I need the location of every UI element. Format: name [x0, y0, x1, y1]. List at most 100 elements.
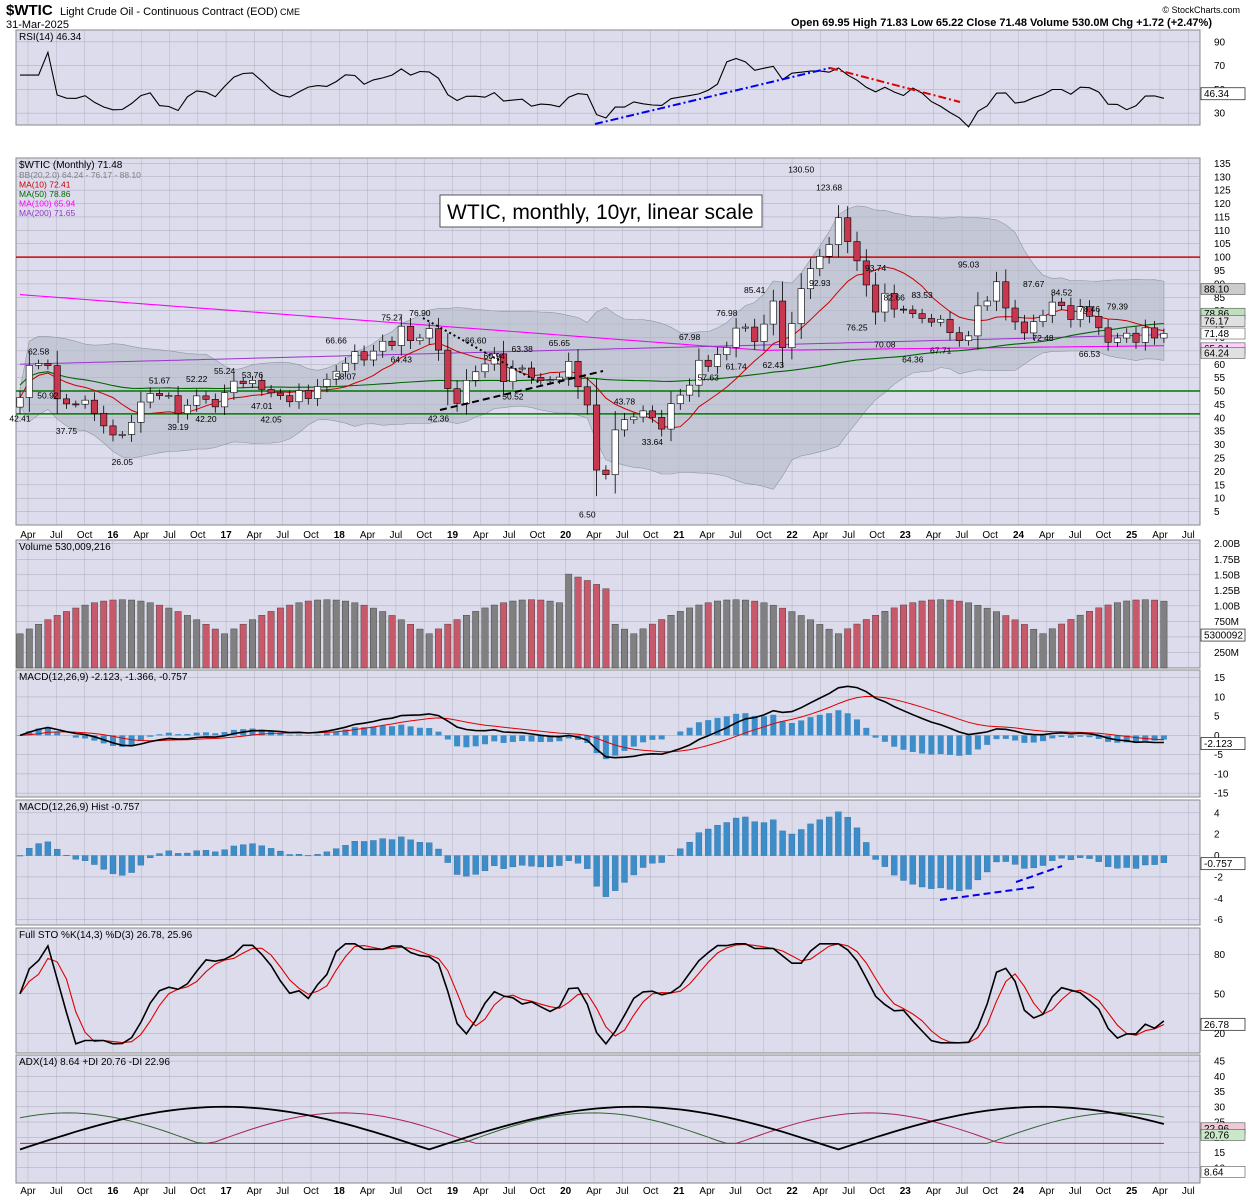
- candle-body: [453, 388, 461, 404]
- price-tag: [1200, 327, 1246, 340]
- x-tick-label: 24: [1013, 530, 1025, 541]
- candle-body: [128, 422, 136, 435]
- low-label: 6.50: [579, 510, 596, 520]
- volume-bar: [72, 607, 80, 669]
- volume-bar: [1067, 619, 1075, 669]
- hist-bar: [1021, 855, 1028, 869]
- hist-bar: [509, 855, 517, 868]
- candle-body: [797, 288, 805, 324]
- candle-body: [1030, 321, 1038, 334]
- high-label: 78.46: [1079, 304, 1101, 314]
- macd-histogram-bar: [137, 735, 144, 741]
- candle-body: [1151, 327, 1159, 339]
- macd-histogram-bar: [733, 713, 740, 736]
- x-tick-label: Apr: [360, 530, 376, 541]
- volume-bar: [528, 599, 535, 669]
- x-tick-label: Oct: [1096, 530, 1112, 541]
- hist-bar: [398, 836, 405, 856]
- x-tick-label: Jul: [956, 1186, 969, 1197]
- hist-bar: [593, 855, 600, 887]
- volume-bar: [556, 602, 563, 669]
- x-tick-label: Jul: [50, 1186, 63, 1197]
- macd-histogram-bar: [742, 713, 749, 736]
- macd-histogram-bar: [695, 722, 702, 736]
- macd-line: [19, 685, 1164, 759]
- x-tick-label: Apr: [1039, 1186, 1055, 1197]
- y-tick-label: 95: [1214, 266, 1226, 277]
- sto-d-line: [19, 943, 1165, 1044]
- x-tick-label: 20: [560, 530, 572, 541]
- macd-histogram-bar: [1030, 735, 1037, 743]
- hist-bar: [909, 855, 916, 885]
- macd-histogram-bar: [584, 735, 591, 744]
- candle-body: [472, 371, 480, 381]
- high-label: 76.90: [409, 308, 431, 318]
- candle-body: [1086, 306, 1094, 317]
- candle-body: [16, 397, 24, 408]
- hist-bar: [779, 830, 786, 856]
- hist-bar: [100, 855, 107, 870]
- macd-histogram-bar: [1151, 735, 1158, 741]
- x-tick-label: Jul: [729, 530, 742, 541]
- hist-bar: [1123, 855, 1130, 868]
- macd-histogram-bar: [854, 719, 860, 736]
- volume-bar: [1076, 614, 1084, 669]
- volume-bar: [974, 604, 982, 669]
- macd-histogram-bar: [407, 726, 414, 736]
- candle-body: [62, 398, 70, 405]
- y-tick-label: 135: [1214, 159, 1231, 170]
- candle-body: [853, 241, 861, 262]
- x-tick-label: Jul: [729, 1186, 742, 1197]
- macd-histogram-bar: [500, 735, 507, 743]
- volume-bar: [667, 615, 675, 669]
- volume-bar: [1048, 628, 1056, 669]
- panel-legend-adx: ADX(14) 8.64 +DI 20.76 -DI 22.96: [19, 1057, 170, 1068]
- high-label: 130.50: [788, 164, 814, 174]
- macd-histogram-bar: [491, 735, 498, 742]
- y-tick-label: 60: [1214, 360, 1226, 371]
- x-tick-label: Oct: [303, 530, 319, 541]
- x-tick-label: Apr: [133, 530, 149, 541]
- volume-bar: [611, 624, 619, 669]
- volume-bar: [593, 584, 601, 669]
- macd-histogram-bar: [128, 735, 135, 746]
- legend-line: BB(20,2.0) 64.24 - 76.17 - 88.10: [19, 170, 141, 180]
- macd-histogram-bar: [761, 716, 767, 736]
- volume-bar: [249, 619, 256, 669]
- macd-histogram-bar: [630, 735, 637, 747]
- x-tick-label: Oct: [416, 530, 432, 541]
- y-tick-label: 130: [1214, 172, 1231, 183]
- candle-body: [35, 363, 43, 366]
- x-tick-label: 19: [447, 530, 459, 541]
- x-tick-label: Apr: [586, 1186, 602, 1197]
- x-tick-label: Jul: [842, 1186, 855, 1197]
- x-tick-label: Jul: [1069, 530, 1082, 541]
- candle-body: [165, 395, 173, 397]
- price-tag: [1200, 1129, 1246, 1141]
- volume-bar: [277, 607, 284, 669]
- volume-bar: [695, 604, 703, 669]
- macd-histogram-bar: [751, 715, 758, 736]
- legend-line: MA(100) 65.94: [19, 199, 75, 209]
- macd-histogram-bar: [54, 731, 61, 736]
- macd-histogram-bar: [1021, 735, 1028, 743]
- volume-bar: [583, 580, 591, 669]
- panel-adx: 4540353025201510ADX(14) 8.64 +DI 20.76 -…: [15, 1054, 1246, 1184]
- x-tick-label: Apr: [1039, 530, 1055, 541]
- macd-histogram-bar: [435, 731, 442, 736]
- low-label: 62.43: [763, 360, 785, 370]
- x-tick-label: Oct: [643, 530, 659, 541]
- macd-histogram-bar: [947, 735, 953, 755]
- volume-bar: [1011, 619, 1019, 669]
- hist-bar: [165, 850, 172, 856]
- macd-histogram-bar: [221, 732, 228, 736]
- hist-bar: [798, 829, 805, 856]
- volume-bar: [211, 628, 219, 669]
- macd-histogram-bar: [184, 733, 191, 736]
- macd-histogram-bar: [714, 717, 721, 736]
- candle-body: [602, 469, 610, 475]
- y-tick-label: 1.50B: [1214, 570, 1240, 581]
- y-tick-label: 125: [1214, 186, 1231, 197]
- hist-bar: [286, 854, 293, 856]
